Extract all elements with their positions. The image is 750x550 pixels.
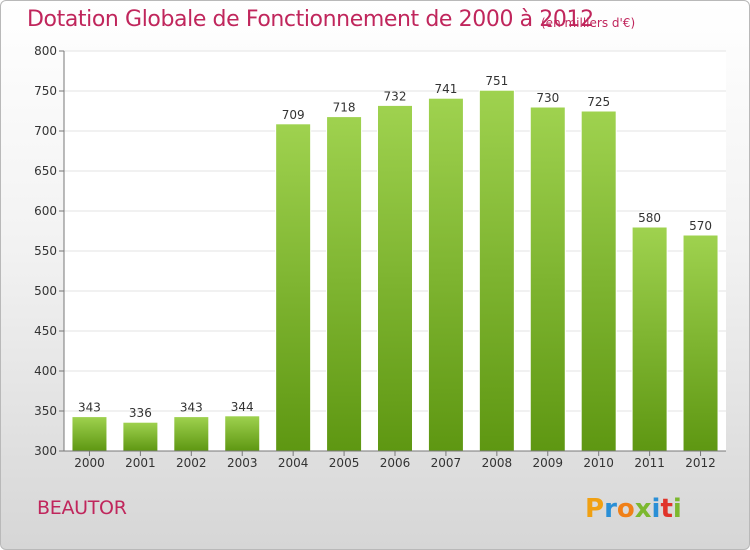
bar-value-label: 580 (638, 211, 661, 225)
bar-value-label: 343 (180, 401, 203, 415)
bar (427, 97, 464, 452)
chart-title: Dotation Globale de Fonctionnement de 20… (27, 7, 594, 32)
bar (326, 116, 363, 452)
bar-value-label: 732 (384, 89, 407, 103)
bar-value-label: 751 (485, 74, 508, 88)
proxiti-logo: Proxiti (585, 494, 682, 524)
bar (122, 421, 159, 452)
bar (580, 110, 617, 452)
x-tick-label: 2003 (227, 456, 258, 470)
bar (529, 106, 566, 452)
y-tick-label: 450 (34, 324, 57, 338)
x-tick-label: 2004 (278, 456, 309, 470)
y-tick-label: 550 (34, 244, 57, 258)
bar-value-label: 344 (231, 400, 254, 414)
svg-text:Proxiti: Proxiti (585, 494, 682, 524)
bar (224, 415, 261, 452)
y-tick-label: 350 (34, 404, 57, 418)
x-tick-label: 2011 (634, 456, 665, 470)
bar-value-label: 718 (333, 101, 356, 115)
x-tick-label: 2001 (125, 456, 156, 470)
bar-value-label: 709 (282, 108, 305, 122)
bar-value-label: 741 (434, 82, 457, 96)
y-axis-ticks: 300 350 400 450 500 550 600 650 700 750 800 (34, 44, 64, 458)
bars (71, 89, 719, 452)
x-tick-label: 2008 (482, 456, 513, 470)
y-tick-label: 650 (34, 164, 57, 178)
y-tick-label: 800 (34, 44, 57, 58)
x-tick-label: 2012 (685, 456, 716, 470)
y-tick-label: 750 (34, 84, 57, 98)
bar-value-label: 336 (129, 406, 152, 420)
chart-unit-label: (en milliers d'€) (541, 16, 636, 30)
x-tick-label: 2000 (74, 456, 105, 470)
y-tick-label: 600 (34, 204, 57, 218)
data-labels: 343 336 343 344 709 718 732 741 751 730 725 580 570 (78, 74, 712, 420)
y-tick-label: 400 (34, 364, 57, 378)
x-tick-label: 2009 (532, 456, 563, 470)
bar-value-label: 343 (78, 401, 101, 415)
y-tick-label: 500 (34, 284, 57, 298)
bar (478, 89, 515, 452)
bar (275, 123, 312, 452)
x-tick-label: 2006 (380, 456, 411, 470)
bar-value-label: 570 (689, 219, 712, 233)
bar (377, 104, 413, 452)
bar-value-label: 730 (536, 91, 559, 105)
bar (173, 416, 210, 452)
x-axis-ticks: 2000 2001 2002 2003 2004 2005 2006 2007 2008 2009… (74, 451, 716, 470)
bar-value-label: 725 (587, 95, 610, 109)
y-tick-label: 700 (34, 124, 57, 138)
x-tick-label: 2002 (176, 456, 207, 470)
y-tick-label: 300 (34, 444, 57, 458)
bar (682, 234, 719, 452)
bar (71, 416, 108, 452)
x-tick-label: 2005 (329, 456, 360, 470)
commune-name: BEAUTOR (37, 497, 127, 519)
x-tick-label: 2007 (431, 456, 462, 470)
bar (631, 226, 668, 452)
x-tick-label: 2010 (583, 456, 614, 470)
